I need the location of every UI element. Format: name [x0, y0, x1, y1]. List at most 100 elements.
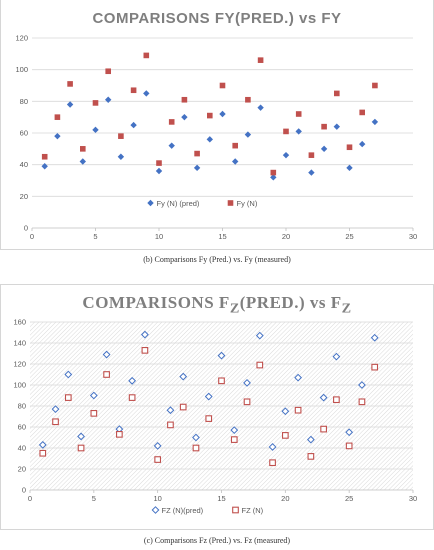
- data-point-pred: [92, 126, 99, 134]
- y-tick-label: 20: [18, 465, 26, 474]
- data-point-pred: [306, 435, 315, 444]
- y-tick-label: 80: [20, 97, 28, 106]
- data-point-pred: [41, 163, 48, 170]
- data-point-measured: [67, 81, 73, 87]
- data-point-measured: [39, 449, 47, 457]
- data-point-pred: [295, 128, 302, 135]
- data-point-measured: [207, 112, 213, 119]
- x-tick-label: 20: [281, 494, 289, 503]
- title-main: COMPARISONS F: [82, 293, 230, 312]
- data-point-pred: [308, 169, 315, 176]
- data-point-pred: [204, 392, 213, 401]
- data-point-pred: [64, 370, 73, 379]
- data-point-measured: [77, 444, 85, 452]
- title-subscript: Z: [229, 300, 240, 317]
- data-point-pred: [153, 441, 162, 450]
- data-point-measured: [320, 425, 327, 433]
- data-point-pred: [219, 110, 226, 118]
- data-point-pred: [358, 381, 366, 389]
- data-point-measured: [64, 394, 72, 401]
- data-point-pred: [230, 426, 239, 435]
- data-point-pred: [166, 406, 175, 415]
- data-point-measured: [321, 123, 327, 130]
- data-point-pred: [371, 118, 379, 126]
- data-point-measured: [218, 377, 225, 385]
- data-point-pred: [102, 350, 111, 359]
- y-tick-label: 40: [20, 160, 28, 169]
- data-point-measured: [372, 82, 378, 89]
- data-point-pred: [155, 167, 163, 175]
- legend-label: Fy (N) (pred): [157, 199, 200, 208]
- data-point-pred: [66, 101, 74, 108]
- data-point-pred: [370, 333, 379, 342]
- figure-caption: (b) Comparisons Fy (Pred.) vs. Fy (measu…: [143, 255, 291, 264]
- data-point-measured: [103, 371, 110, 378]
- data-point-pred: [244, 131, 252, 138]
- data-point-pred: [257, 104, 264, 111]
- x-tick-label: 5: [92, 494, 96, 503]
- data-point-measured: [232, 142, 238, 149]
- chart-title: COMPARISONS FY(PRED.) vs FY: [92, 10, 342, 27]
- data-point-measured: [90, 409, 98, 417]
- y-tick-label: 0: [24, 224, 28, 233]
- data-point-pred: [345, 428, 354, 437]
- y-tick-label: 100: [13, 381, 26, 390]
- data-point-measured: [334, 90, 340, 97]
- y-tick-label: 0: [22, 486, 26, 495]
- data-point-pred: [232, 158, 239, 165]
- x-tick-label: 10: [153, 494, 161, 503]
- data-point-pred: [51, 405, 60, 414]
- chart-panel-fz: COMPARISONS FZ(PRED.) vs FZ: [0, 284, 434, 530]
- figure-caption: (c) Comparisons Fz (Pred.) vs. Fz (measu…: [143, 536, 291, 545]
- data-point-measured: [168, 119, 175, 125]
- data-point-measured: [116, 430, 123, 438]
- data-point-pred: [270, 174, 277, 181]
- legend-marker: [227, 200, 234, 206]
- y-tick-label: 40: [18, 444, 26, 453]
- x-tick-label: 15: [217, 494, 225, 503]
- legend-label: FZ (N): [242, 506, 264, 515]
- data-point-measured: [371, 363, 379, 371]
- data-point-measured: [230, 436, 238, 443]
- data-point-pred: [193, 164, 201, 172]
- data-point-pred: [130, 121, 137, 129]
- data-point-measured: [130, 87, 137, 94]
- legend-label: Fy (N): [237, 199, 258, 208]
- data-point-measured: [52, 418, 59, 426]
- data-point-pred: [294, 373, 303, 382]
- data-point-pred: [117, 153, 125, 160]
- data-point-measured: [80, 146, 86, 152]
- data-point-measured: [141, 346, 149, 354]
- y-tick-label: 60: [18, 423, 26, 432]
- data-point-measured: [295, 111, 302, 117]
- chart-title: COMPARISONS FZ(PRED.) vs FZ: [1, 293, 433, 317]
- y-tick-label: 120: [13, 360, 26, 369]
- y-tick-label: 60: [20, 129, 28, 138]
- data-point-measured: [256, 361, 264, 369]
- data-point-pred: [255, 331, 264, 340]
- legend-marker: [151, 506, 160, 514]
- data-point-measured: [281, 432, 289, 439]
- x-tick-label: 25: [345, 232, 353, 241]
- data-point-pred: [281, 407, 290, 416]
- data-point-measured: [179, 403, 187, 411]
- data-point-measured: [257, 57, 264, 63]
- data-point-measured: [270, 169, 277, 176]
- legend-label: FZ (N)(pred): [162, 506, 204, 515]
- data-point-measured: [181, 96, 188, 103]
- data-point-pred: [282, 151, 290, 159]
- data-point-measured: [307, 453, 315, 460]
- y-tick-label: 20: [20, 192, 28, 201]
- data-point-measured: [219, 82, 226, 89]
- data-point-pred: [346, 164, 353, 172]
- x-tick-label: 25: [345, 494, 353, 503]
- x-tick-label: 0: [30, 232, 34, 241]
- x-tick-label: 5: [93, 232, 97, 241]
- data-point-measured: [308, 152, 315, 158]
- y-tick-label: 120: [15, 34, 28, 43]
- data-point-measured: [283, 128, 289, 135]
- data-point-measured: [358, 398, 366, 406]
- data-point-pred: [143, 90, 150, 97]
- y-tick-label: 80: [18, 402, 26, 411]
